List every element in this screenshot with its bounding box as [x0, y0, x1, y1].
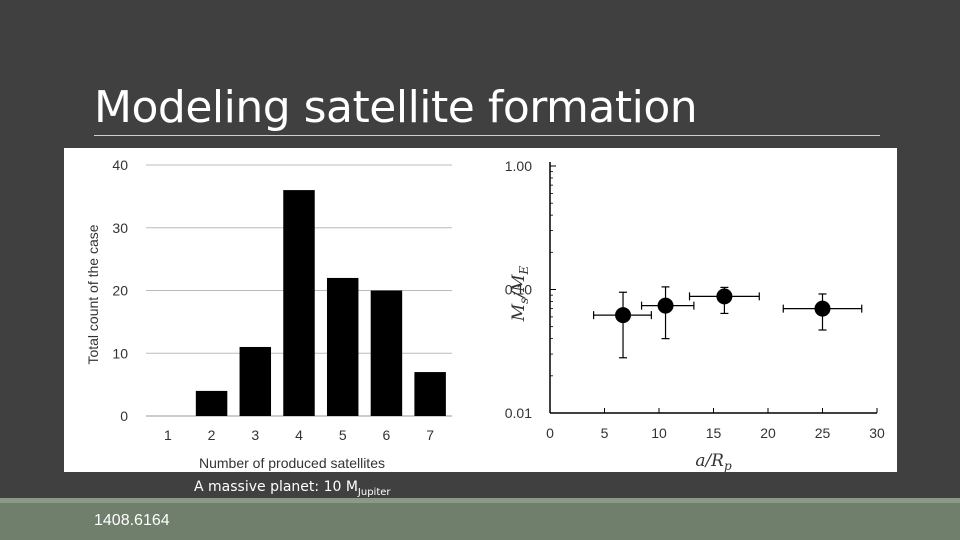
figure-caption: A massive planet: 10 MJupiter	[194, 479, 391, 498]
y-tick-label: 0.10	[505, 282, 532, 298]
x-tick-label: 0	[546, 425, 554, 441]
x-tick-label: 7	[426, 427, 434, 443]
data-point	[657, 297, 674, 314]
y-tick-label: 20	[112, 283, 128, 299]
footer-bar	[0, 498, 960, 540]
x-axis-label: a/Rp	[695, 451, 732, 472]
x-tick-label: 10	[651, 425, 667, 441]
bar-chart: 0 10 20 30 40 1 2 3 4 5 6 7 Number of produced satel…	[85, 157, 452, 471]
y-axis-label: Ms/ME	[509, 266, 531, 323]
x-tick-label: 25	[815, 425, 831, 441]
y-axis-label: Total count of the case	[85, 224, 101, 364]
x-tick-label: 5	[601, 425, 609, 441]
y-tick-label: 30	[112, 220, 128, 236]
caption-subscript: Jupiter	[357, 486, 391, 498]
y-tick-label: 10	[112, 345, 128, 361]
x-tick-label: 3	[251, 427, 259, 443]
y-tick-label: 0.01	[505, 405, 532, 421]
x-tick-label: 2	[208, 427, 216, 443]
slide-title: Modeling satellite formation	[94, 82, 698, 133]
y-tick-label: 0	[120, 408, 128, 424]
x-tick-label: 20	[760, 425, 776, 441]
bar	[239, 346, 272, 416]
footer-reference: 1408.6164	[94, 512, 170, 529]
x-tick-label: 1	[164, 427, 172, 443]
x-tick-label: 5	[339, 427, 347, 443]
title-divider	[94, 135, 880, 136]
caption-main: A massive planet: 10 M	[194, 479, 358, 495]
y-tick-label: 40	[112, 157, 128, 173]
x-axis-label: Number of produced satellites	[199, 455, 385, 471]
footer-accent	[0, 498, 960, 503]
data-point	[615, 307, 632, 324]
data-point	[814, 300, 831, 317]
x-tick-label: 15	[706, 425, 722, 441]
x-tick-label: 4	[295, 427, 303, 443]
scatter-chart: 0.01 0.10 1.00 0 5 10 15 20 25 30 a/Rp Ms/ME	[505, 158, 885, 472]
bar	[326, 277, 359, 416]
x-tick-label: 30	[869, 425, 885, 441]
bar	[195, 390, 228, 416]
bar	[370, 290, 403, 416]
y-tick-label: 1.00	[505, 158, 532, 174]
x-tick-label: 6	[383, 427, 391, 443]
data-point	[716, 288, 733, 305]
bar	[283, 190, 315, 416]
figure-panel: 0 10 20 30 40 1 2 3 4 5 6 7 Number of produced satel…	[64, 148, 897, 472]
bar	[414, 372, 446, 416]
